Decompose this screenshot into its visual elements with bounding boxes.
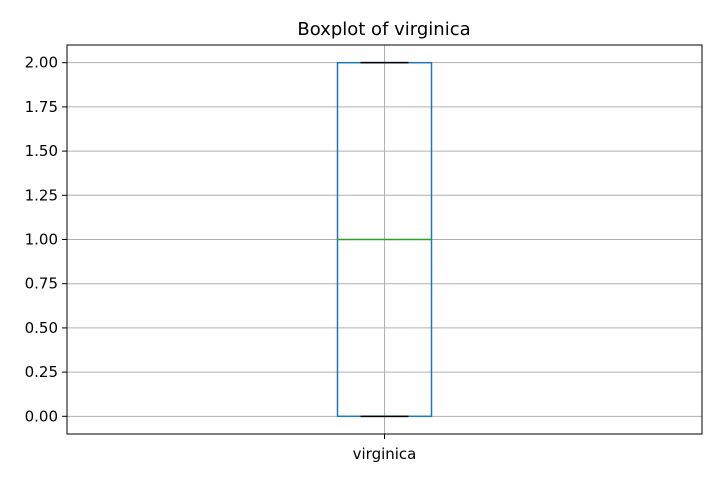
y-tick-label: 1.75 (25, 98, 58, 116)
y-tick-label: 2.00 (25, 54, 58, 72)
y-tick-label: 1.50 (25, 142, 58, 160)
chart-title: Boxplot of virginica (297, 19, 470, 40)
y-tick-label: 0.75 (25, 275, 58, 293)
y-tick-label: 0.50 (25, 319, 58, 337)
axis-ticks: 0.00 0.25 0.50 0.75 1.00 1.25 1.50 1.75 2.00 virg… (25, 54, 417, 463)
y-tick-label: 1.25 (25, 186, 58, 204)
y-tick-label: 0.00 (25, 407, 58, 425)
box-elements (336, 61, 433, 418)
y-tick-label: 1.00 (25, 231, 58, 249)
y-tick-label: 0.25 (25, 363, 58, 381)
x-tick-label: virginica (353, 445, 417, 463)
